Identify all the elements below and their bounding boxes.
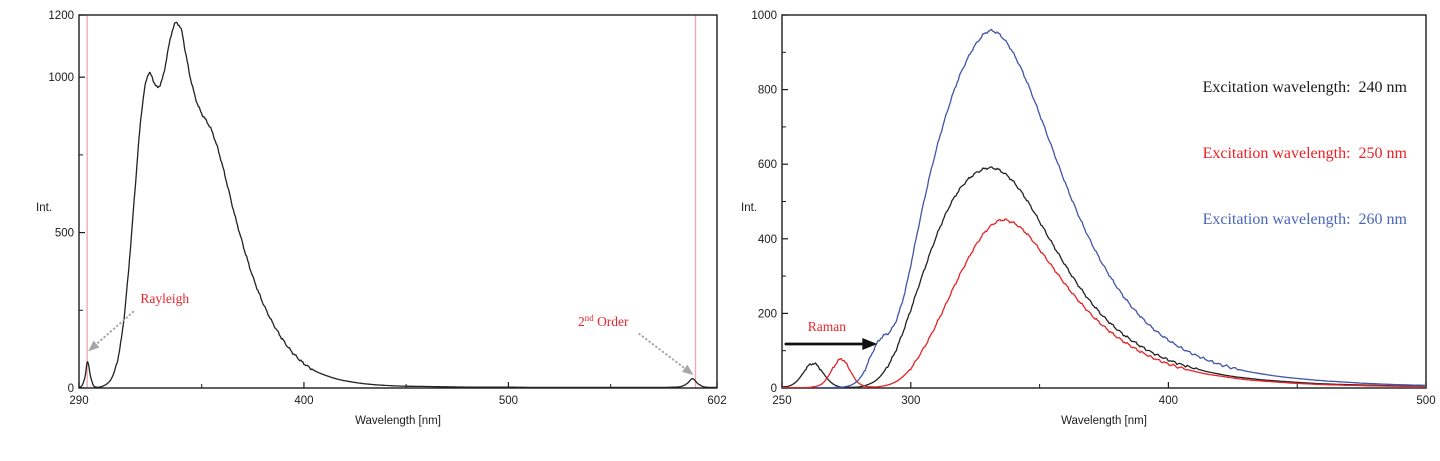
x-tick-label: 250 xyxy=(772,395,791,407)
second-order-annotation-label: 2nd Order xyxy=(578,313,629,329)
rayleigh-annotation-label: Rayleigh xyxy=(140,291,189,306)
x-tick-label: 500 xyxy=(1416,395,1435,407)
arrow-head xyxy=(862,337,878,350)
legend-item-excitation-260: Excitation wavelength: 260 nm xyxy=(1202,211,1407,228)
arrow-head xyxy=(88,340,100,352)
dotted-pointer-arrow xyxy=(638,332,689,372)
x-tick-label: 300 xyxy=(901,395,920,407)
y-tick-label: 0 xyxy=(771,383,777,395)
x-tick-label: 602 xyxy=(707,395,726,407)
y-tick-label: 0 xyxy=(68,383,74,395)
dotted-pointer-arrow xyxy=(92,310,135,348)
y-tick-label: 1000 xyxy=(751,10,777,22)
legend: Excitation wavelength: 240 nm Excitation… xyxy=(1203,33,1407,275)
x-tick-label: 400 xyxy=(1159,395,1178,407)
series-curve xyxy=(782,218,1426,388)
series-curve xyxy=(814,28,1426,388)
y-tick-label: 800 xyxy=(758,85,777,97)
x-tick-label: 290 xyxy=(69,395,88,407)
y-tick-label: 1200 xyxy=(48,10,74,22)
y-tick-label: 600 xyxy=(758,159,777,171)
legend-item-excitation-240: Excitation wavelength: 240 nm xyxy=(1202,79,1407,96)
right-x-axis-title: Wavelength [nm] xyxy=(1061,415,1147,427)
arrow-head xyxy=(681,364,694,375)
x-tick-label: 500 xyxy=(499,395,518,407)
right-y-axis-title: Int. xyxy=(741,202,757,214)
left-y-axis-title: Int. xyxy=(36,202,52,214)
y-tick-label: 500 xyxy=(55,228,74,240)
y-tick-label: 1000 xyxy=(48,72,74,84)
legend-item-excitation-250: Excitation wavelength: 250 nm xyxy=(1202,145,1407,162)
left-x-axis-title: Wavelength [nm] xyxy=(355,415,441,427)
plot-border xyxy=(78,14,718,389)
y-tick-label: 400 xyxy=(758,234,777,246)
raman-annotation-label: Raman xyxy=(808,319,846,334)
y-tick-label: 200 xyxy=(758,308,777,320)
series-curve xyxy=(79,21,717,388)
x-tick-label: 400 xyxy=(294,395,313,407)
rendered-axes-and-curves: 290 400 500 602 0 500 1000 1200 250 300 400 500 0 200… xyxy=(48,10,1435,407)
